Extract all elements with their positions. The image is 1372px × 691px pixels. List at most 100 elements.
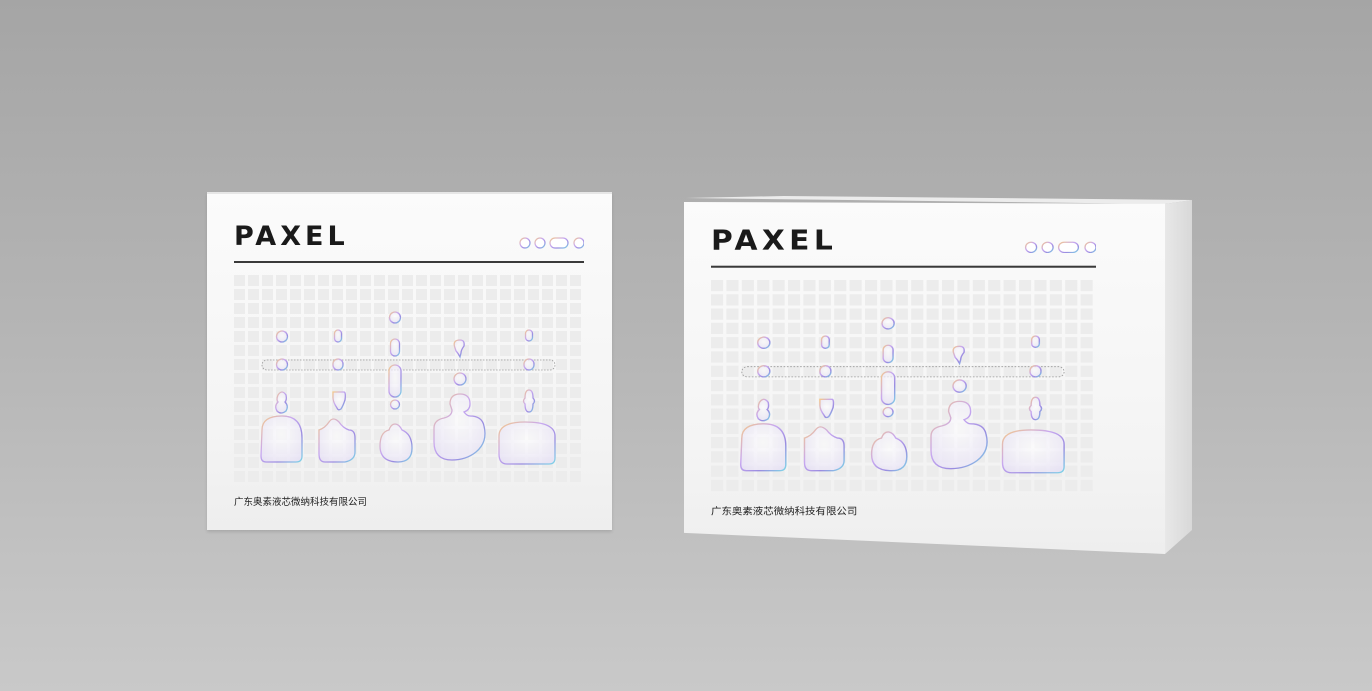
grid-cell (988, 279, 1001, 292)
grid-cell (741, 308, 754, 320)
droplet (1028, 396, 1043, 421)
grid-cell (234, 359, 245, 370)
grid-cell (849, 279, 862, 292)
grid-cell (402, 401, 413, 412)
grid-cell (262, 331, 273, 342)
grid-cell (528, 373, 539, 384)
brand-logo: PAXEL (234, 221, 349, 252)
grid-cell (911, 422, 924, 434)
droplet (275, 391, 288, 414)
grid-cell (849, 479, 862, 492)
grid-cell (248, 401, 259, 412)
grid-cell (988, 294, 1001, 306)
grid-cell (895, 465, 908, 477)
grid-cell (248, 275, 259, 286)
grid-cell (1034, 422, 1047, 434)
droplet (819, 364, 832, 378)
grid-cell (726, 394, 739, 406)
grid-cell (444, 373, 455, 384)
grid-cell (276, 373, 287, 384)
grid-cell (988, 479, 1001, 492)
grid-cell (1080, 408, 1093, 420)
grid-cell (430, 373, 441, 384)
grid-cell (1003, 394, 1016, 406)
grid-cell (1003, 379, 1016, 392)
grid-cell (849, 294, 862, 306)
grid-cell (849, 451, 862, 463)
grid-cell (711, 322, 724, 335)
grid-cell (818, 279, 831, 292)
grid-cell (374, 331, 385, 342)
grid-cell (416, 373, 427, 384)
grid-cell (880, 479, 893, 492)
grid-cell (444, 317, 455, 328)
grid-cell (1080, 308, 1093, 320)
dashed-channel (261, 359, 556, 371)
grid-cell (788, 479, 801, 492)
grid-cell (957, 322, 970, 335)
droplet (952, 379, 967, 393)
grid-cell (262, 373, 273, 384)
grid-cell (486, 303, 497, 314)
grid-cell (416, 457, 427, 468)
grid-cell (711, 365, 724, 377)
large-droplet (318, 418, 356, 463)
grid-cell (1019, 351, 1032, 363)
grid-cell (360, 457, 371, 468)
grid-cell (942, 308, 955, 320)
grid-cell (972, 379, 985, 392)
grid-cell (972, 337, 985, 349)
grid-cell (942, 465, 955, 477)
grid-cell (818, 294, 831, 306)
grid-cell (1019, 479, 1032, 492)
grid-cell (234, 401, 245, 412)
large-droplet (1001, 429, 1065, 474)
grid-cell (1080, 279, 1093, 292)
grid-cell (895, 394, 908, 406)
grid-cell (865, 308, 878, 320)
grid-cell (972, 351, 985, 363)
header-dot (573, 237, 584, 249)
grid-cell (818, 351, 831, 363)
grid-cell (757, 322, 770, 335)
grid-cell (304, 401, 315, 412)
grid-cell (304, 429, 315, 440)
grid-cell (234, 289, 245, 300)
grid-cell (486, 443, 497, 454)
grid-cell (430, 415, 441, 426)
grid-cell (1019, 365, 1032, 377)
grid-cell (290, 401, 301, 412)
grid-cell (360, 387, 371, 398)
grid-cell (542, 331, 553, 342)
grid-cell (402, 345, 413, 356)
grid-cell (276, 275, 287, 286)
grid-cell (444, 401, 455, 412)
grid-cell (234, 429, 245, 440)
grid-cell (570, 415, 581, 426)
grid-cell (926, 322, 939, 335)
grid-cell (1065, 279, 1078, 292)
grid-cell (1003, 322, 1016, 335)
grid-cell (500, 289, 511, 300)
grid-cell (374, 387, 385, 398)
droplet (389, 338, 401, 357)
grid-cell (290, 471, 301, 482)
grid-cell (818, 308, 831, 320)
grid-cell (926, 279, 939, 292)
grid-cell (711, 451, 724, 463)
droplet-illustration (711, 241, 1096, 492)
grid-cell (248, 359, 259, 370)
grid-cell (416, 345, 427, 356)
grid-cell (1003, 479, 1016, 492)
grid-cell (726, 437, 739, 449)
grid-cell (248, 373, 259, 384)
grid-cell (926, 337, 939, 349)
grid-cell (416, 331, 427, 342)
grid-cell (234, 275, 245, 286)
grid-cell (711, 351, 724, 363)
grid-cell (332, 373, 343, 384)
grid-cell (895, 337, 908, 349)
grid-cell (514, 373, 525, 384)
grid-cell (262, 317, 273, 328)
grid-cell (374, 345, 385, 356)
